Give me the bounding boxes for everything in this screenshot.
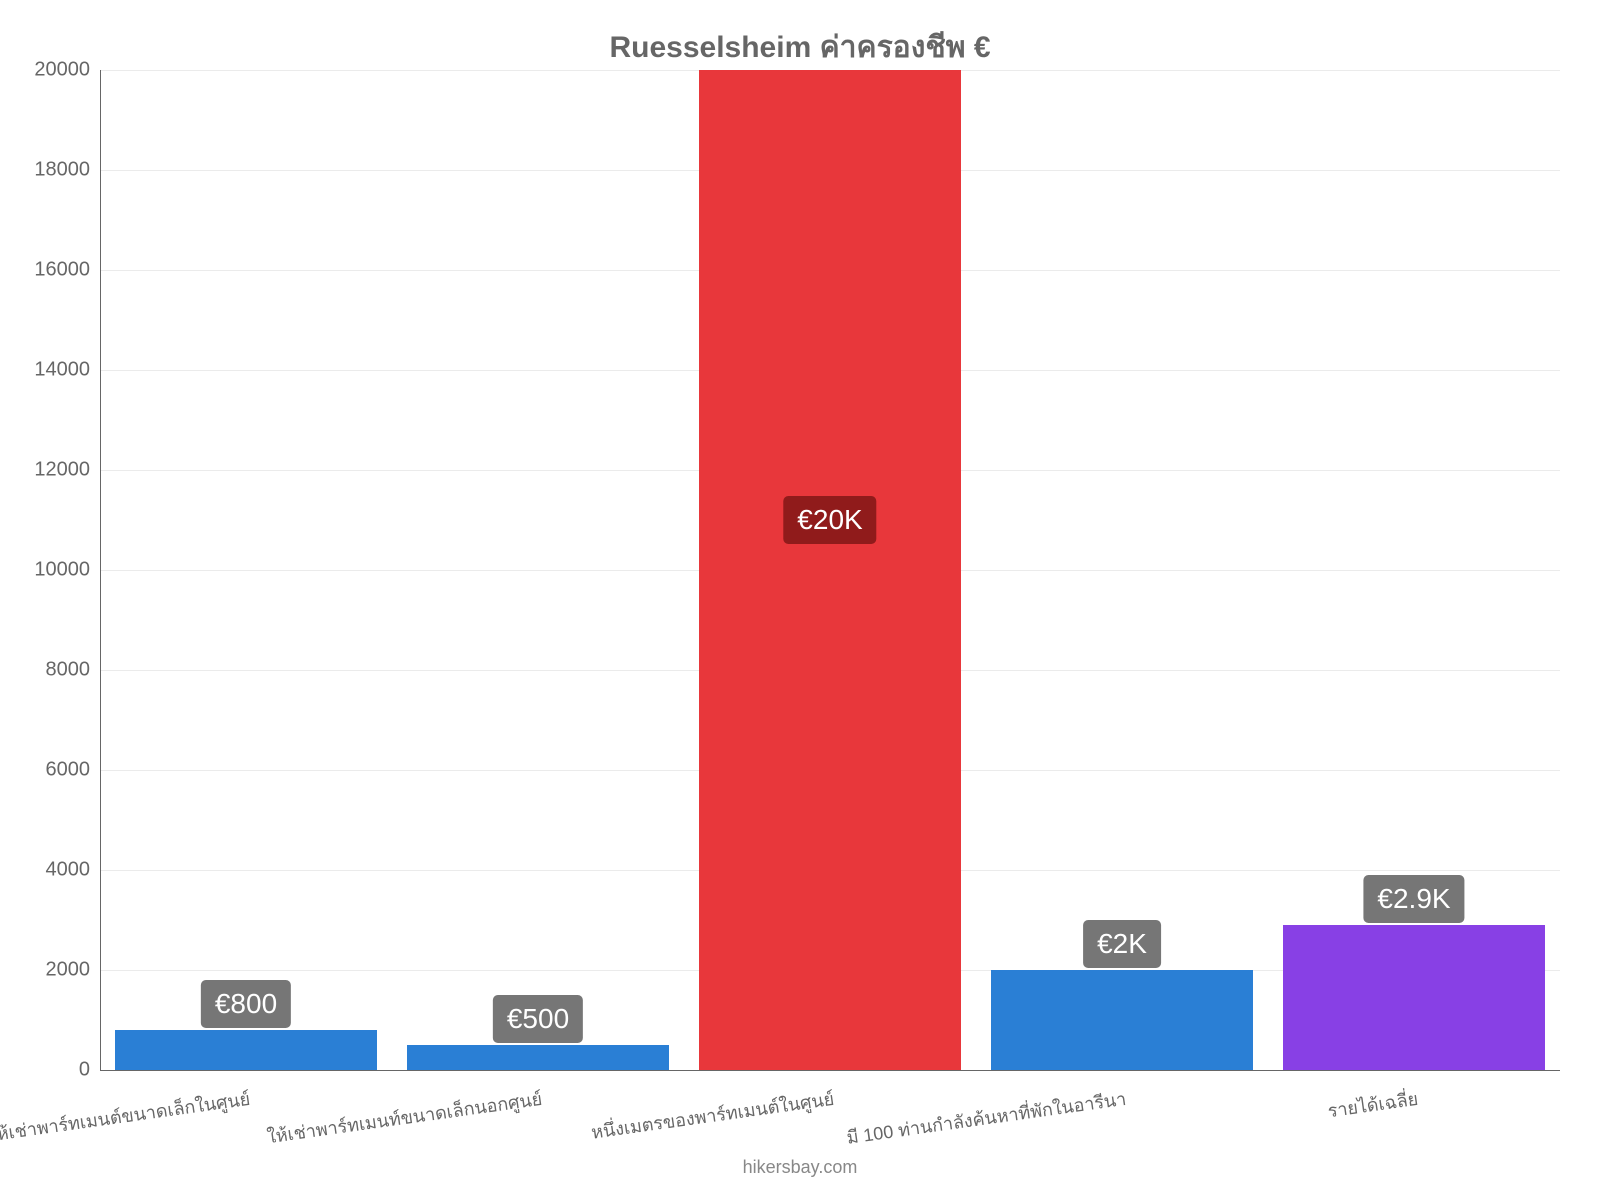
x-tick-label: ให้เช่าพาร์ทเมนท์ขนาดเล็กนอกศูนย์ — [263, 1070, 544, 1151]
y-tick-label: 10000 — [34, 559, 100, 582]
plot-area: 0200040006000800010000120001400016000180… — [100, 70, 1560, 1070]
bar-value-label: €2.9K — [1363, 875, 1464, 923]
y-axis-line — [100, 70, 101, 1070]
bar — [699, 70, 962, 1070]
x-tick-label: ให้เช่าพาร์ทเมนต์ขนาดเล็กในศูนย์ — [0, 1070, 252, 1149]
attribution-text: hikersbay.com — [0, 1157, 1600, 1178]
chart-container: Ruesselsheim ค่าครองชีพ € 02000400060008… — [0, 0, 1600, 1200]
y-tick-label: 0 — [79, 1059, 100, 1082]
bar — [407, 1045, 670, 1070]
x-tick-label: มี 100 ท่านกำลังค้นหาที่พักในอารีนา — [843, 1070, 1128, 1152]
bar-value-label: €800 — [201, 980, 291, 1028]
chart-title: Ruesselsheim ค่าครองชีพ € — [0, 24, 1600, 71]
x-tick-label: รายได้เฉลี่ย — [1324, 1070, 1420, 1125]
y-tick-label: 14000 — [34, 359, 100, 382]
y-tick-label: 18000 — [34, 159, 100, 182]
y-tick-label: 20000 — [34, 59, 100, 82]
bar-value-label: €2K — [1083, 920, 1161, 968]
bar — [115, 1030, 378, 1070]
bar-value-label: €500 — [493, 995, 583, 1043]
bar-value-label: €20K — [783, 496, 876, 544]
x-tick-label: หนึ่งเมตรของพาร์ทเมนต์ในศูนย์ — [587, 1070, 836, 1147]
y-tick-label: 8000 — [46, 659, 101, 682]
y-tick-label: 12000 — [34, 459, 100, 482]
y-tick-label: 2000 — [46, 959, 101, 982]
bar — [991, 970, 1254, 1070]
bar — [1283, 925, 1546, 1070]
y-tick-label: 4000 — [46, 859, 101, 882]
y-tick-label: 6000 — [46, 759, 101, 782]
y-tick-label: 16000 — [34, 259, 100, 282]
